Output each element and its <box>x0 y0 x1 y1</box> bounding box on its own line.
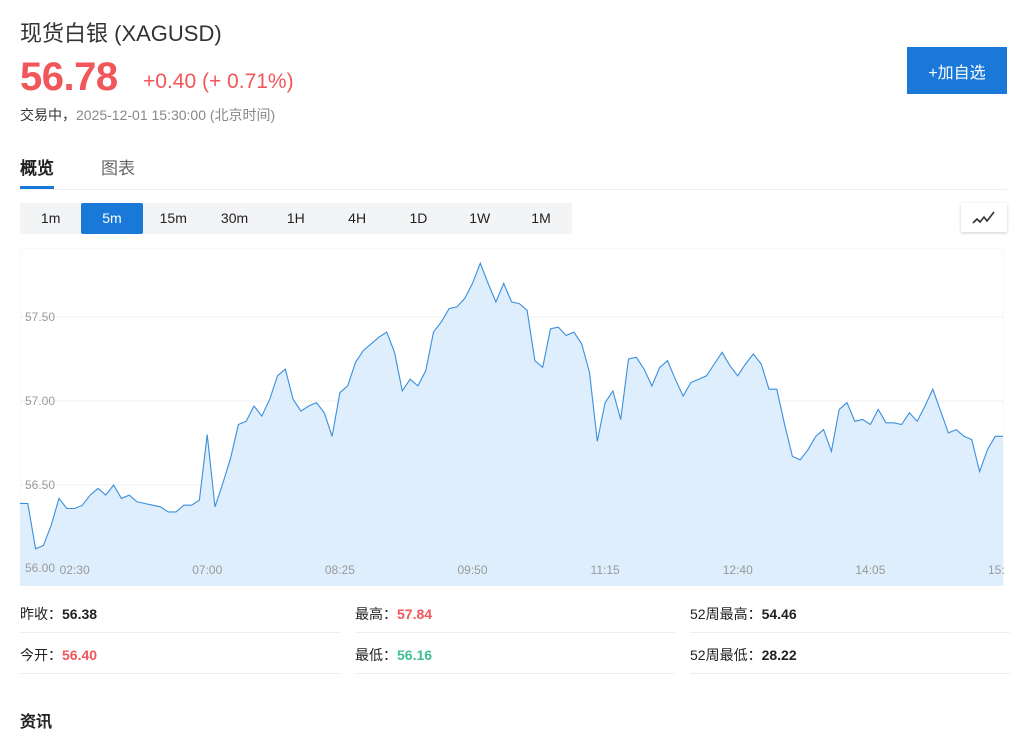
area-fill <box>20 263 1003 586</box>
period-1mo[interactable]: 1M <box>531 210 551 226</box>
period-1m[interactable]: 1m <box>40 210 61 226</box>
stat-value: 28.22 <box>761 647 797 663</box>
price-chart[interactable]: 56.00 56.50 57.00 57.50 02:30 07:00 08:25 09:50… <box>20 248 1004 586</box>
period-15m[interactable]: 15m <box>159 210 187 226</box>
stat-low: 最低：56.16 <box>355 645 432 665</box>
y-tick-label: 57.00 <box>25 394 55 408</box>
x-tick-label: 09:50 <box>457 563 487 577</box>
stat-open: 今开：56.40 <box>20 645 97 665</box>
divider <box>20 632 340 633</box>
stat-value: 56.40 <box>62 647 98 663</box>
stat-prev-close: 昨收：56.38 <box>20 604 97 624</box>
current-price: 56.78 <box>20 55 118 99</box>
stat-label: 今开： <box>20 647 62 663</box>
y-tick-label: 56.50 <box>25 478 55 492</box>
divider <box>690 673 1010 674</box>
stat-label: 最高： <box>355 606 397 622</box>
x-tick-label: 15:30 <box>988 563 1004 577</box>
stat-label: 昨收： <box>20 606 62 622</box>
stat-52w-high: 52周最高：54.46 <box>690 604 797 624</box>
tab-overview[interactable]: 概览 <box>20 154 54 189</box>
x-tick-label: 14:05 <box>855 563 885 577</box>
x-tick-label: 12:40 <box>723 563 753 577</box>
period-1w[interactable]: 1W <box>469 210 491 226</box>
stat-label: 最低： <box>355 647 397 663</box>
stat-52w-low: 52周最低：28.22 <box>690 645 797 665</box>
tab-chart[interactable]: 图表 <box>101 159 135 178</box>
timestamp: 2025-12-01 15:30:00 (北京时间) <box>76 107 276 123</box>
stat-value: 56.16 <box>397 647 433 663</box>
period-1h[interactable]: 1H <box>286 210 305 226</box>
stat-value: 57.84 <box>397 606 433 622</box>
y-tick-label: 56.00 <box>25 561 55 575</box>
divider <box>690 632 1010 633</box>
stat-label: 52周最高： <box>690 606 762 622</box>
add-watchlist-button[interactable]: +加自选 <box>907 47 1007 94</box>
stat-high: 最高：57.84 <box>355 604 432 624</box>
period-1d[interactable]: 1D <box>409 210 428 226</box>
price-line <box>20 261 1003 550</box>
y-tick-label: 57.50 <box>25 310 55 324</box>
x-tick-label: 08:25 <box>325 563 355 577</box>
stat-label: 52周最低： <box>690 647 762 663</box>
x-tick-label: 11:15 <box>591 563 620 577</box>
instrument-title: 现货白银 (XAGUSD) <box>20 21 222 46</box>
divider <box>20 673 340 674</box>
divider <box>355 632 675 633</box>
line-chart-icon <box>972 211 995 224</box>
stat-value: 56.38 <box>62 606 98 622</box>
stat-value: 54.46 <box>761 606 797 622</box>
period-selector: 1m 5m 15m 30m 1H 4H 1D 1W 1M <box>20 203 572 234</box>
price-change: +0.40 (+ 0.71%) <box>143 70 294 93</box>
period-4h[interactable]: 4H <box>348 210 367 226</box>
period-5m[interactable]: 5m <box>81 203 143 234</box>
trading-status: 交易中，2025-12-01 15:30:00 (北京时间) <box>20 105 275 125</box>
news-section-title: 资讯 <box>20 714 53 731</box>
x-tick-label: 07:00 <box>192 563 222 577</box>
period-30m[interactable]: 30m <box>220 210 249 226</box>
x-tick-label: 02:30 <box>60 563 90 577</box>
status-label: 交易中， <box>20 107 76 123</box>
divider <box>355 673 675 674</box>
chart-type-button[interactable] <box>961 203 1007 232</box>
main-tabs: 概览 图表 <box>20 150 1007 190</box>
